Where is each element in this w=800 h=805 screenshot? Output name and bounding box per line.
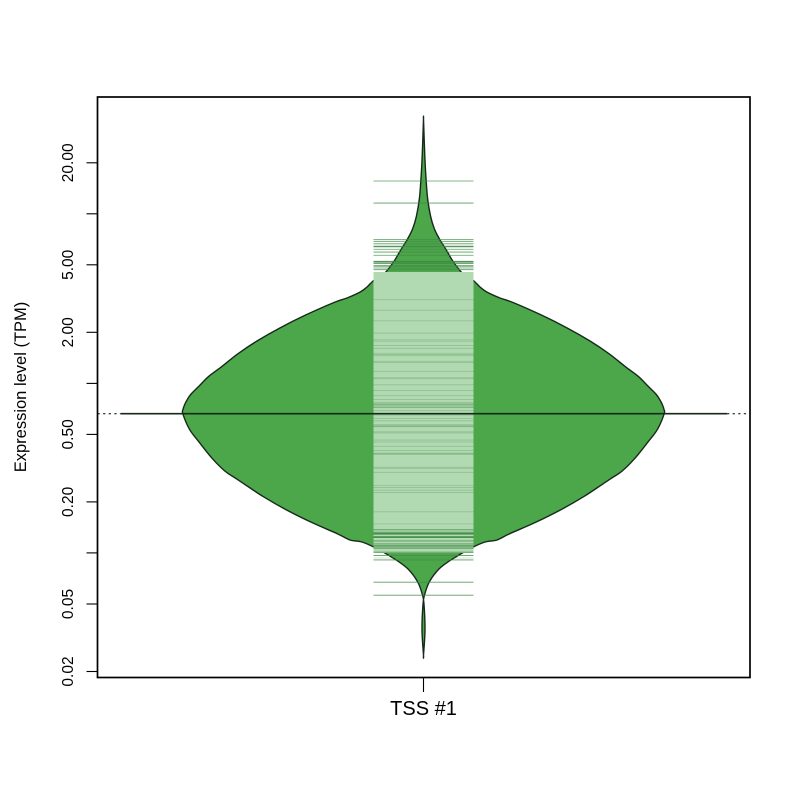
- svg-text:0.50: 0.50: [60, 419, 77, 450]
- svg-text:0.02: 0.02: [60, 656, 77, 686]
- svg-text:2.00: 2.00: [60, 317, 77, 348]
- svg-text:0.20: 0.20: [60, 486, 77, 517]
- svg-text:0.05: 0.05: [60, 589, 77, 619]
- svg-text:Expression level (TPM): Expression level (TPM): [12, 302, 30, 473]
- svg-text:5.00: 5.00: [60, 249, 77, 280]
- svg-text:20.00: 20.00: [60, 143, 77, 182]
- svg-text:TSS #1: TSS #1: [390, 698, 457, 720]
